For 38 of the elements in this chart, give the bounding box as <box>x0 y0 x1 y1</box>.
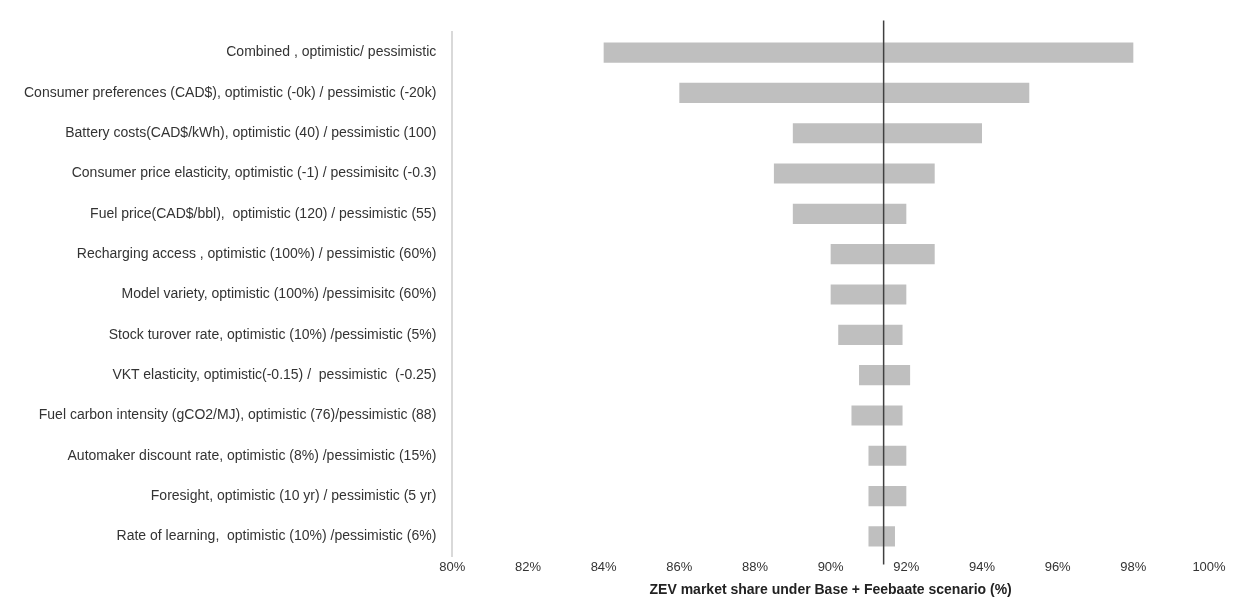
y-tick-label: Foresight, optimistic (10 yr) / pessimistic (5 yr) <box>150 486 437 503</box>
y-tick-label: Automaker discount rate, optimistic (8%) /pessimistic (15%) <box>67 446 437 463</box>
y-tick-label: Combined , optimistic/ pessimistic <box>226 43 437 60</box>
bar <box>679 82 1030 103</box>
x-tick-label: 100% <box>1192 558 1227 574</box>
bar <box>830 244 935 265</box>
x-tick-label: 82% <box>514 558 542 574</box>
bar <box>603 42 1134 63</box>
x-tick-label: 80% <box>439 558 466 574</box>
bar <box>868 526 895 547</box>
x-tick-label: 96% <box>1044 558 1072 574</box>
y-tick-label: Consumer price elasticity, optimistic (-1) / pessimisitc (-0.3) <box>71 164 437 181</box>
x-axis-title: ZEV market share under Base + Feebaate scenario (%) <box>649 581 1012 598</box>
y-tick-label: VKT elasticity, optimistic(-0.15) / pessimistic (-0.25) <box>112 366 437 383</box>
y-tick-label: Recharging access , optimistic (100%) / pessimistic (60%) <box>76 245 437 262</box>
bar <box>792 123 982 144</box>
y-tick-label: Fuel carbon intensity (gCO2/MJ), optimistic (76)/pessimistic (88) <box>38 406 437 423</box>
bar <box>792 203 907 224</box>
x-tick-label: 86% <box>666 558 693 574</box>
y-tick-label: Rate of learning, optimistic (10%) /pessimistic (6%) <box>116 527 437 544</box>
bar <box>868 445 907 466</box>
y-tick-label: Fuel price(CAD$/bbl), optimistic (120) / pessimistic (55) <box>90 204 437 221</box>
bar <box>851 405 903 426</box>
x-tick-label: 92% <box>893 558 920 574</box>
x-tick-label: 90% <box>817 558 845 574</box>
bar <box>773 163 935 184</box>
y-tick-label: Stock turover rate, optimistic (10%) /pessimistic (5%) <box>108 325 437 342</box>
x-tick-label: 94% <box>968 558 996 574</box>
y-tick-label: Model variety, optimistic (100%) /pessimisitc (60%) <box>121 285 437 302</box>
bar <box>868 486 907 507</box>
x-tick-label: 88% <box>741 558 769 574</box>
bar <box>859 365 911 386</box>
y-tick-label: Battery costs(CAD$/kWh), optimistic (40) / pessimistic (100) <box>65 124 437 141</box>
bar <box>830 284 907 305</box>
y-tick-label: Consumer preferences (CAD$), optimistic (-0k) / pessimistic (-20k) <box>23 83 437 100</box>
bar <box>838 324 903 345</box>
x-tick-label: 98% <box>1120 558 1147 574</box>
x-tick-label: 84% <box>590 558 618 574</box>
